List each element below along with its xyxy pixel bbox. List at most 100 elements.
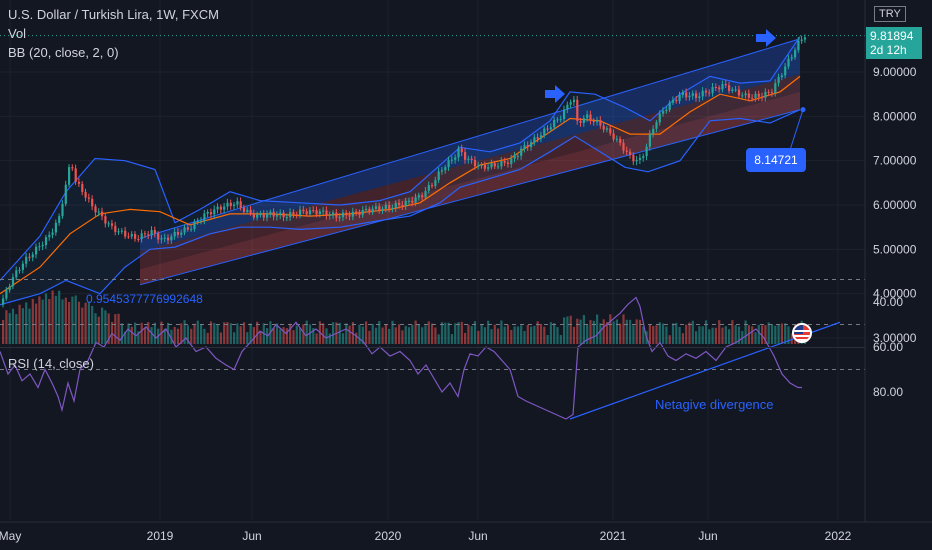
rsi-label[interactable]: RSI (14, close) <box>8 356 94 371</box>
time-tick-label: Jun <box>242 529 261 543</box>
volume-bar <box>632 325 635 344</box>
candle-body <box>394 202 397 208</box>
callout-dot <box>800 107 806 113</box>
arrow-right-icon <box>545 85 565 103</box>
candle-body <box>134 234 137 239</box>
volume-bar <box>506 324 510 344</box>
volume-bar <box>671 323 675 344</box>
channel-mid-zone <box>140 74 800 270</box>
volume-bar <box>190 328 193 344</box>
volume-bar <box>490 329 493 344</box>
candle-body <box>374 206 378 209</box>
candle-body <box>553 120 556 128</box>
candle-body <box>797 40 800 51</box>
candle-body <box>299 209 302 216</box>
candle-body <box>94 206 97 213</box>
candle-body <box>107 223 110 225</box>
candle-body <box>282 212 285 218</box>
volume-bar <box>134 322 137 344</box>
volume-bar <box>638 319 642 344</box>
price-tick-label: 7.00000 <box>873 154 917 168</box>
volume-bar <box>305 320 308 344</box>
volume-bar <box>308 324 312 344</box>
volume-bar <box>460 321 463 344</box>
volume-bar <box>701 326 704 344</box>
candle-body <box>704 90 708 93</box>
volume-bar <box>582 315 585 344</box>
candle-body <box>143 233 147 235</box>
volume-bar <box>635 319 638 344</box>
candle-body <box>589 114 592 121</box>
volume-indicator-label[interactable]: Vol <box>8 26 27 41</box>
candle-body <box>417 195 420 198</box>
volume-bar <box>302 324 305 344</box>
candle-body <box>599 120 602 126</box>
volume-bar <box>101 307 104 344</box>
candle-body <box>384 205 387 209</box>
candle-body <box>470 158 473 160</box>
candle-body <box>236 201 239 205</box>
candle-body <box>655 122 658 129</box>
volume-bar <box>87 301 90 344</box>
candle-body <box>424 191 427 198</box>
bollinger-bands-label[interactable]: BB (20, close, 2, 0) <box>8 45 119 60</box>
volume-bar <box>477 330 480 344</box>
candle-body <box>497 166 500 168</box>
candle-body <box>21 263 24 270</box>
candle-body <box>163 237 166 239</box>
volume-bar <box>58 290 61 344</box>
volume-bar <box>44 293 48 344</box>
candle-body <box>747 93 750 98</box>
candle-body <box>648 133 651 147</box>
time-tick-label: 2019 <box>147 529 174 543</box>
candle-body <box>572 99 576 103</box>
candle-body <box>318 211 321 215</box>
candle-body <box>714 87 717 88</box>
candle-body <box>341 212 345 218</box>
candle-body <box>440 170 444 172</box>
volume-bar <box>764 325 767 344</box>
candle-body <box>381 208 384 211</box>
volume-bar <box>229 323 232 344</box>
volume-bar <box>711 327 714 344</box>
volume-bar <box>242 322 246 344</box>
volume-bar <box>153 322 156 344</box>
volume-bar <box>648 324 651 344</box>
volume-bar <box>11 308 15 344</box>
volume-bar <box>417 324 420 344</box>
candle-body <box>259 214 262 216</box>
volume-bar <box>137 331 140 344</box>
candle-body <box>678 94 681 102</box>
volume-bar <box>107 313 110 344</box>
volume-bar <box>790 333 793 344</box>
candle-body <box>615 138 618 140</box>
volume-bar <box>744 320 747 344</box>
bb-basis-line <box>0 75 801 295</box>
candle-body <box>744 93 747 96</box>
candle-body <box>190 229 193 231</box>
candle-body <box>473 160 477 167</box>
volume-bar <box>341 333 345 344</box>
volume-bar <box>404 325 407 344</box>
candle-body <box>252 213 255 218</box>
volume-bar <box>487 320 490 344</box>
candle-body <box>229 202 232 207</box>
volume-bar <box>500 320 503 344</box>
currency-badge[interactable]: TRY <box>874 6 906 22</box>
volume-bar <box>421 327 424 344</box>
candle-body <box>101 211 104 217</box>
bb-fill <box>0 36 800 305</box>
candle-body <box>41 244 44 247</box>
price-tick-label: 9.00000 <box>873 65 917 79</box>
volume-bar <box>622 314 625 344</box>
rsi-tick-label: 60.00 <box>873 340 903 354</box>
volume-bar <box>698 326 701 344</box>
volume-bar <box>440 322 444 344</box>
candle-body <box>431 185 434 187</box>
pane-separator[interactable] <box>0 347 865 348</box>
us-flag-icon[interactable] <box>792 323 812 343</box>
candle-body <box>407 200 411 202</box>
candle-body <box>84 191 87 198</box>
candle-body <box>510 158 513 164</box>
